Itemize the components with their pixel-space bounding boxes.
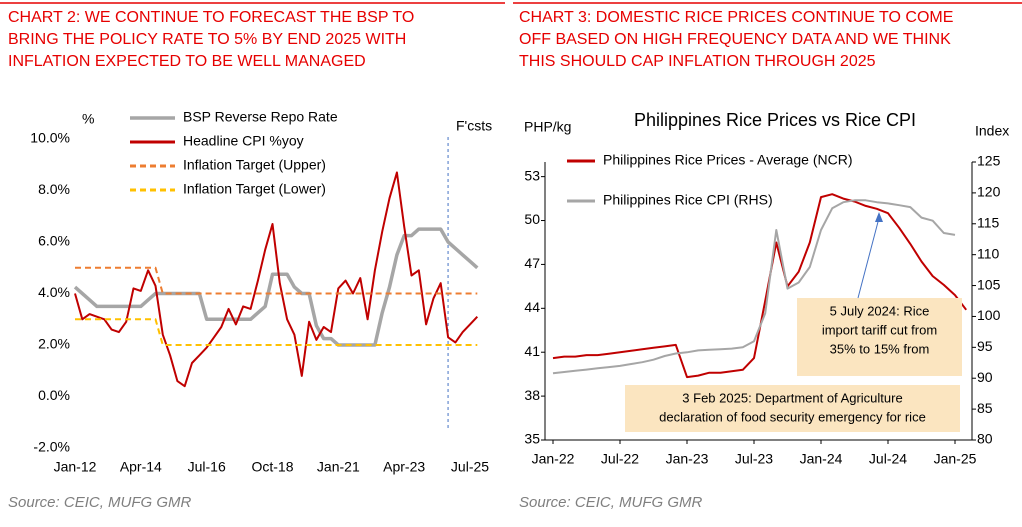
x-tick-label: Oct-18 (251, 459, 293, 475)
x-tick-label: Jan-25 (934, 451, 977, 467)
series-line (73, 227, 479, 347)
y-axis-label: % (82, 111, 94, 127)
y-tick-label: 50 (524, 211, 540, 227)
y-tick-label: 0.0% (38, 387, 70, 403)
x-tick-label: Jul-25 (451, 459, 489, 475)
annotation-text: declaration of food security emergency f… (659, 409, 926, 424)
annotation-text: 3 Feb 2025: Department of Agriculture (682, 390, 902, 405)
series-line (74, 171, 479, 388)
y-tick-label: 4.0% (38, 284, 70, 300)
y-tick-label: 41 (524, 343, 540, 359)
y2-tick-label: 105 (977, 276, 1001, 292)
chart-title: BRING THE POLICY RATE TO 5% BY END 2025 … (8, 31, 406, 48)
x-tick-label: Jan-23 (666, 451, 709, 467)
y-tick-label: 10.0% (30, 130, 70, 146)
chart-title: THIS SHOULD CAP INFLATION THROUGH 2025 (519, 53, 876, 70)
legend-label: Inflation Target (Lower) (183, 181, 326, 197)
y2-tick-label: 120 (977, 184, 1001, 200)
x-tick-label: Jul-23 (735, 451, 773, 467)
y-tick-label: 44 (524, 299, 540, 315)
legend-label: Philippines Rice Prices - Average (NCR) (603, 152, 853, 168)
y2-tick-label: 125 (977, 153, 1001, 169)
y2-tick-label: 115 (977, 214, 1000, 230)
legend-label: Headline CPI %yoy (183, 133, 304, 149)
x-tick-label: Jan-21 (317, 459, 360, 475)
annotation-box (625, 385, 960, 432)
x-tick-label: Apr-23 (383, 459, 425, 475)
y2-tick-label: 90 (977, 369, 993, 385)
y2-tick-label: 85 (977, 400, 993, 416)
chart-title: OFF BASED ON HIGH FREQUENCY DATA AND WE … (519, 31, 951, 48)
annotation-text: import tariff cut from (822, 322, 937, 337)
annotation-text: 35% to 15% from (830, 341, 930, 356)
y-tick-label: 38 (524, 387, 540, 403)
x-tick-label: Jan-22 (532, 451, 575, 467)
legend-label: Inflation Target (Upper) (183, 157, 326, 173)
y2-tick-label: 95 (977, 338, 993, 354)
source-note: Source: CEIC, MUFG GMR (8, 494, 192, 511)
y2-axis-label: Index (975, 123, 1009, 139)
legend-label: BSP Reverse Repo Rate (183, 109, 338, 125)
annotation-text: 5 July 2024: Rice (830, 303, 930, 318)
series-line (552, 199, 956, 375)
y-tick-label: -2.0% (33, 439, 70, 455)
series-line (75, 266, 478, 295)
y2-tick-label: 80 (977, 431, 993, 447)
x-tick-label: Jan-24 (800, 451, 843, 467)
y-axis-label: PHP/kg (524, 119, 571, 135)
y-tick-label: 47 (524, 255, 540, 271)
chart-title: CHART 3: DOMESTIC RICE PRICES CONTINUE T… (519, 9, 953, 26)
chart-title: INFLATION EXPECTED TO BE WELL MANAGED (8, 53, 366, 70)
y2-tick-label: 110 (977, 245, 1000, 261)
x-tick-label: Jul-16 (188, 459, 226, 475)
chart-subtitle: Philippines Rice Prices vs Rice CPI (634, 110, 916, 130)
x-tick-label: Jul-22 (601, 451, 639, 467)
x-tick-label: Jul-24 (869, 451, 907, 467)
annotation-box (797, 298, 962, 376)
y-tick-label: 35 (524, 431, 540, 447)
annotation-arrowhead (875, 212, 883, 222)
y2-tick-label: 100 (977, 307, 1001, 323)
y-tick-label: 6.0% (38, 233, 70, 249)
y-tick-label: 2.0% (38, 336, 70, 352)
annotation-arrow (857, 217, 880, 299)
series-line (75, 318, 478, 346)
x-tick-label: Apr-14 (120, 459, 162, 475)
source-note: Source: CEIC, MUFG GMR (519, 494, 703, 511)
legend-label: Philippines Rice CPI (RHS) (603, 192, 773, 208)
x-tick-label: Jan-12 (54, 459, 97, 475)
forecast-label: F'csts (456, 118, 492, 134)
y-tick-label: 8.0% (38, 181, 70, 197)
chart-title: CHART 2: WE CONTINUE TO FORECAST THE BSP… (8, 9, 414, 26)
y-tick-label: 53 (524, 167, 540, 183)
